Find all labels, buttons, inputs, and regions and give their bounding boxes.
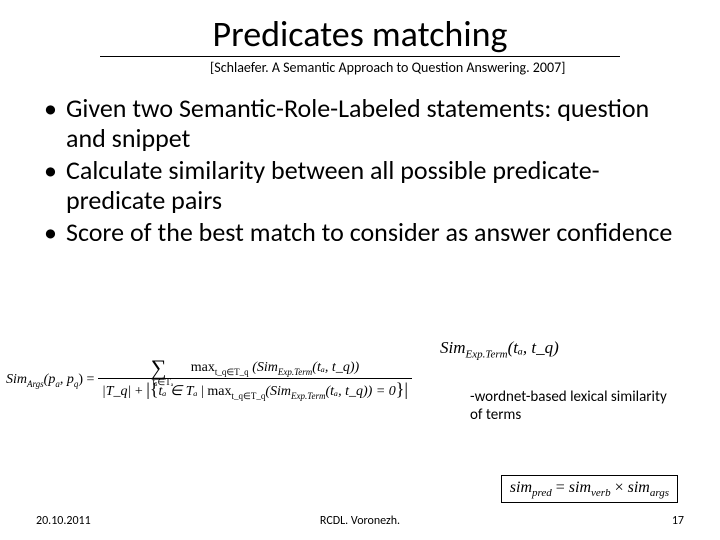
boxed-times: × [611,479,628,496]
fr-sim: Sim [440,338,466,357]
formula-simexpterm: SimExp.Term(tₐ, t_q) [440,338,559,360]
den-tq: |T_q| [102,384,131,399]
num-sim-args: (tₐ, t_q)) [312,360,359,375]
footer-page-number: 17 [672,514,684,528]
den-sim-sub: Exp.Term [291,391,325,401]
formula-lhs-close: ) = [78,372,94,387]
den-sim-args: (tₐ, t_q)) = 0 [325,384,395,399]
boxed-args-sub: args [650,487,669,499]
formula-lhs-p: (p [44,372,56,387]
den-max-sub: t_q∈T_q [232,391,266,401]
wordnet-note: -wordnet-based lexical similarity of ter… [470,388,680,424]
boxed-pred-sub: pred [532,487,552,499]
slide: Predicates matching [Schlaefer. A Semant… [0,0,720,540]
num-max: max [191,360,215,375]
den-set-close: }| [396,379,408,399]
boxed-eq: = [552,479,569,496]
boxed-args: sim [628,479,650,496]
citation-text: [Schlaefer. A Semantic Approach to Quest… [210,59,680,76]
den-plus: + [131,384,146,399]
formula-simargs: SimArgs(pa, pq) = ∑tₐ∈Tₐ maxt_q∈T_q (Sim… [6,358,412,402]
boxed-verb: sim [569,479,591,496]
den-bar: | [198,384,208,399]
fr-sub: Exp.Term [466,348,508,360]
den-sim: (Sim [265,384,291,399]
footer-center: RCDL. Voronezh. [0,514,720,528]
boxed-formula: simpred = simverb × simargs [501,475,678,503]
num-sim: (Sim [252,360,278,375]
num-sim-sub: Exp.Term [278,367,312,377]
sum-symbol: ∑ [151,358,167,378]
num-max-sub: t_q∈T_q [215,367,249,377]
formula-lhs-sub: Args [27,379,44,389]
sum-sub: tₐ∈Tₐ [152,377,173,387]
formula-numerator: ∑tₐ∈Tₐ maxt_q∈T_q (SimExp.Term(tₐ, t_q)) [98,358,412,379]
formula-denominator: |T_q| + |{tₐ ∈ Tₐ | maxt_q∈T_q(SimExp.Te… [98,379,412,402]
den-max: max [207,384,231,399]
boxed-sim: sim [510,479,532,496]
bullet-list: Given two Semantic-Role-Labeled statemen… [40,94,680,247]
fr-args: (tₐ, t_q) [508,338,559,357]
bullet-item: Given two Semantic-Role-Labeled statemen… [44,94,680,154]
boxed-verb-sub: verb [591,487,611,499]
formula-fraction: ∑tₐ∈Tₐ maxt_q∈T_q (SimExp.Term(tₐ, t_q))… [98,358,412,402]
formula-lhs-comma: , p [60,372,74,387]
bullet-item: Score of the best match to consider as a… [44,218,680,248]
formula-lhs-sim: Sim [6,372,27,387]
bullet-item: Calculate similarity between all possibl… [44,156,680,216]
slide-title: Predicates matching [100,12,620,57]
